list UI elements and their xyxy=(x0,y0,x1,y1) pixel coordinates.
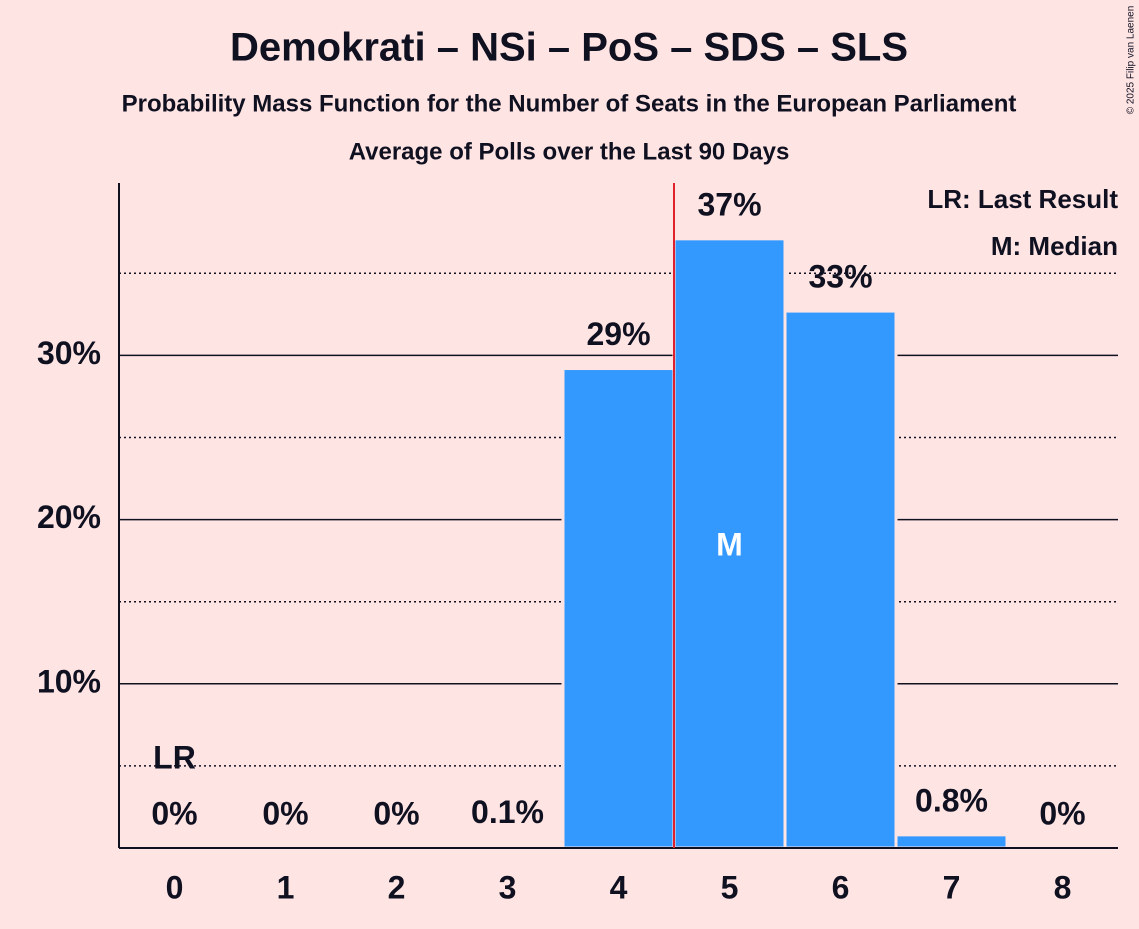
bar xyxy=(561,367,676,850)
y-tick-label: 20% xyxy=(37,499,101,535)
x-tick-label: 3 xyxy=(499,869,517,905)
value-label: 0.8% xyxy=(915,782,988,818)
value-label: 0% xyxy=(262,795,308,831)
x-tick-label: 2 xyxy=(388,869,406,905)
x-tick-label: 1 xyxy=(277,869,295,905)
y-tick-label: 10% xyxy=(37,663,101,699)
legend-entry: LR: Last Result xyxy=(927,184,1118,214)
median-marker: M xyxy=(716,526,743,562)
x-tick-label: 6 xyxy=(832,869,850,905)
last-result-marker: LR xyxy=(153,739,196,775)
value-label: 0% xyxy=(1039,795,1085,831)
value-label: 33% xyxy=(808,259,872,295)
value-label: 0% xyxy=(151,795,197,831)
chart-subtitle: Average of Polls over the Last 90 Days xyxy=(349,138,790,165)
value-label: 29% xyxy=(586,316,650,352)
bar xyxy=(894,833,1009,850)
chart-title: Demokrati – NSi – PoS – SDS – SLS xyxy=(230,26,908,70)
x-tick-label: 7 xyxy=(943,869,961,905)
legend-entry: M: Median xyxy=(991,231,1118,261)
x-tick-label: 5 xyxy=(721,869,739,905)
value-label: 37% xyxy=(697,186,761,222)
y-tick-label: 30% xyxy=(37,335,101,371)
x-tick-label: 0 xyxy=(166,869,184,905)
bar xyxy=(783,309,898,850)
chart-subtitle: Probability Mass Function for the Number… xyxy=(122,90,1017,117)
copyright: © 2025 Filip van Laenen xyxy=(1126,6,1137,115)
x-tick-label: 8 xyxy=(1054,869,1072,905)
value-label: 0.1% xyxy=(471,794,544,830)
value-label: 0% xyxy=(373,795,419,831)
x-tick-label: 4 xyxy=(610,869,628,905)
